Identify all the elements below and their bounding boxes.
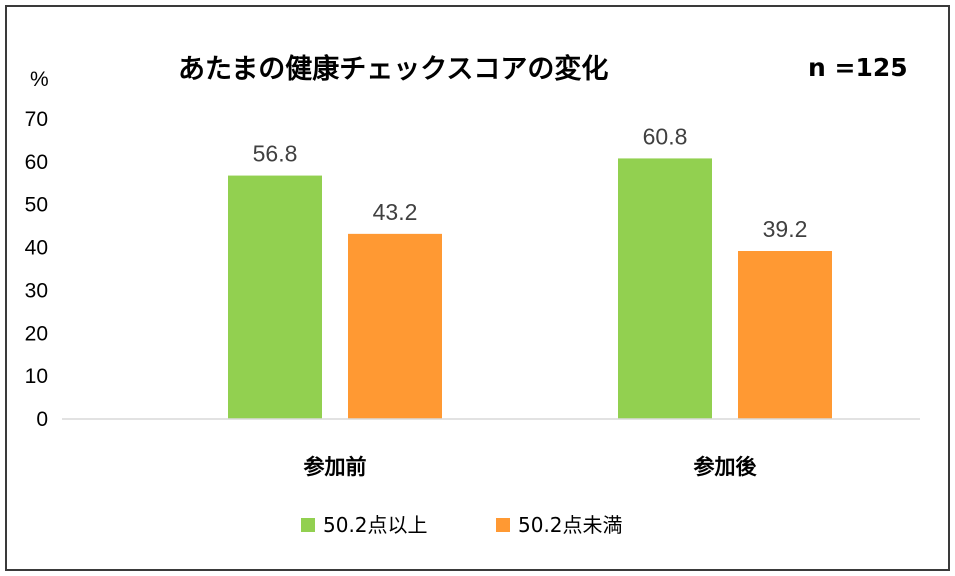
bar-below-1: [348, 233, 442, 419]
data-labels-group: 56.8 43.2 60.8 39.2: [253, 123, 808, 242]
legend: 50.2点以上 50.2点未満: [301, 513, 623, 537]
legend-swatch: [301, 518, 315, 532]
y-tick-label: 40: [25, 237, 48, 260]
category-label: 参加後: [694, 455, 758, 479]
legend-label: 50.2点未満: [518, 513, 623, 537]
y-tick-label: 0: [36, 408, 48, 431]
sample-size-note: n =125: [808, 53, 908, 82]
bar-above-2: [618, 158, 712, 419]
data-label: 56.8: [253, 141, 298, 167]
bars-group: [228, 158, 832, 419]
y-tick-label: 20: [25, 322, 48, 345]
y-axis-ticks: 0 10 20 30 40 50 60 70: [25, 108, 48, 431]
data-label: 43.2: [373, 199, 418, 225]
chart-title: あたまの健康チェックスコアの変化: [178, 53, 608, 85]
y-tick-label: 60: [25, 151, 48, 174]
y-axis-unit: %: [30, 68, 49, 91]
legend-swatch: [496, 518, 510, 532]
y-tick-label: 70: [25, 108, 48, 131]
y-tick-label: 30: [25, 279, 48, 302]
y-tick-label: 10: [25, 365, 48, 388]
bar-below-2: [738, 251, 832, 419]
data-label: 60.8: [643, 123, 688, 149]
legend-label: 50.2点以上: [323, 513, 428, 537]
bar-above-1: [228, 175, 322, 419]
data-label: 39.2: [763, 216, 808, 242]
x-axis-categories: 参加前 参加後: [304, 455, 758, 479]
category-label: 参加前: [304, 455, 367, 479]
y-tick-label: 50: [25, 194, 48, 217]
